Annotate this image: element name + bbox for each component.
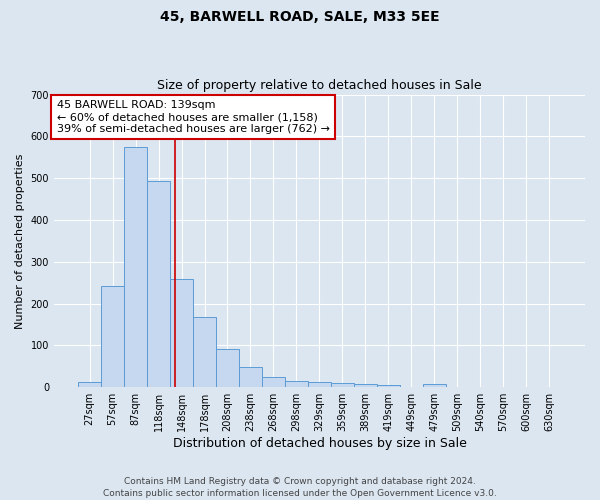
Bar: [216, 349, 239, 387]
Bar: [331, 383, 354, 387]
Bar: [262, 377, 285, 387]
X-axis label: Distribution of detached houses by size in Sale: Distribution of detached houses by size …: [173, 437, 466, 450]
Bar: [101, 286, 124, 387]
Bar: [124, 147, 147, 387]
Text: 45, BARWELL ROAD, SALE, M33 5EE: 45, BARWELL ROAD, SALE, M33 5EE: [160, 10, 440, 24]
Bar: [423, 384, 446, 387]
Text: 45 BARWELL ROAD: 139sqm
← 60% of detached houses are smaller (1,158)
39% of semi: 45 BARWELL ROAD: 139sqm ← 60% of detache…: [56, 100, 329, 134]
Text: Contains HM Land Registry data © Crown copyright and database right 2024.
Contai: Contains HM Land Registry data © Crown c…: [103, 476, 497, 498]
Bar: [308, 382, 331, 387]
Bar: [239, 367, 262, 387]
Bar: [354, 384, 377, 387]
Title: Size of property relative to detached houses in Sale: Size of property relative to detached ho…: [157, 79, 482, 92]
Bar: [78, 382, 101, 387]
Y-axis label: Number of detached properties: Number of detached properties: [15, 153, 25, 328]
Bar: [285, 382, 308, 387]
Bar: [170, 280, 193, 387]
Bar: [377, 385, 400, 387]
Bar: [193, 317, 216, 387]
Bar: [147, 181, 170, 387]
